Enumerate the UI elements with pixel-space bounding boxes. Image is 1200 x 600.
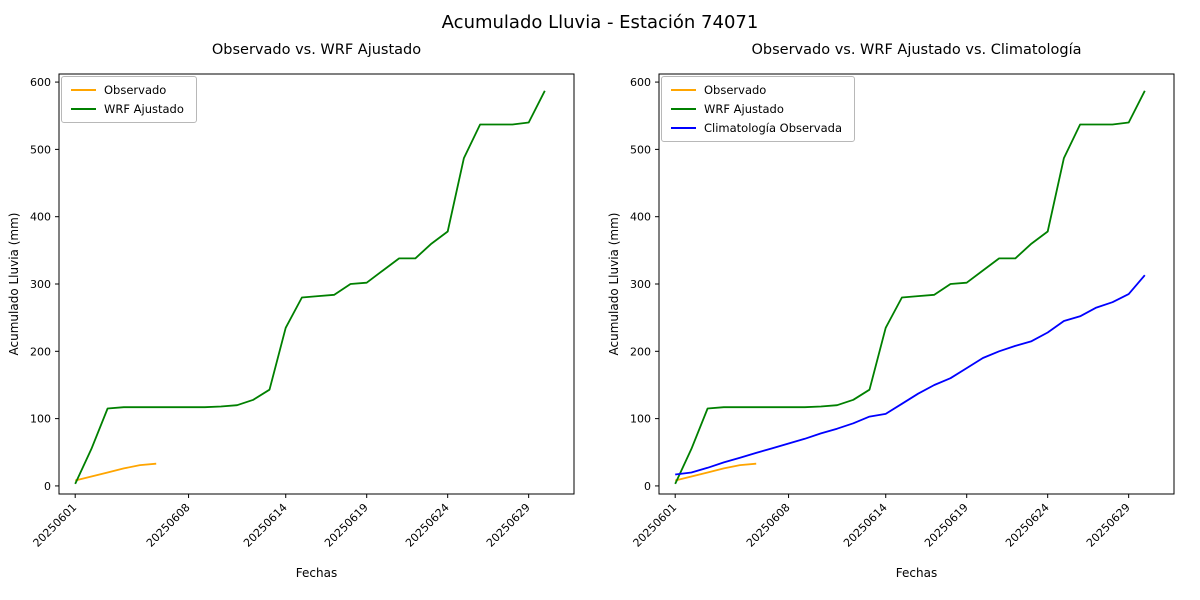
legend-swatch [71, 89, 96, 91]
y-tick-label: 100 [630, 413, 651, 426]
legend-label: Observado [104, 83, 167, 97]
chart-panel-right: Observado vs. WRF Ajustado vs. Climatolo… [604, 42, 1196, 580]
y-axis-label: Acumulado Lluvia (mm) [7, 213, 21, 356]
plot-holder-left: Acumulado Lluvia (mm) 0 100 200 300 400 500 60… [4, 64, 596, 564]
y-tick-label: 300 [630, 278, 651, 291]
plot-area-left: Acumulado Lluvia (mm) 0 100 200 300 400 500 60… [7, 73, 575, 550]
y-tick-label: 600 [630, 76, 651, 89]
legend-left: Observado WRF Ajustado [61, 76, 197, 123]
y-tick-label: 400 [30, 211, 51, 224]
y-tick-label: 200 [30, 345, 51, 358]
y-tick-label: 100 [30, 413, 51, 426]
chart-panel-left: Observado vs. WRF Ajustado Acumulado Llu… [4, 42, 596, 580]
x-tick-label: 20250608 [144, 501, 193, 550]
figure-title: Acumulado Lluvia - Estación 74071 [441, 12, 759, 33]
legend-item: Observado [671, 83, 842, 97]
y-axis-label: Acumulado Lluvia (mm) [607, 213, 621, 356]
x-tick-label: 20250601 [31, 501, 80, 550]
legend-label: WRF Ajustado [104, 102, 184, 116]
chart-title-left: Observado vs. WRF Ajustado [211, 42, 422, 58]
legend-swatch [71, 108, 96, 110]
y-tick-label: 200 [630, 345, 651, 358]
x-tick-label: 20250619 [922, 501, 971, 550]
chart-title-right: Observado vs. WRF Ajustado vs. Climatolo… [751, 42, 1082, 58]
legend-item: WRF Ajustado [671, 102, 842, 116]
x-axis-label: Fechas [895, 566, 938, 580]
plot-border [58, 73, 575, 495]
series-line-climatología-observada [675, 274, 1146, 476]
x-tick-label: 20250629 [1084, 501, 1133, 550]
charts-row: Observado vs. WRF Ajustado Acumulado Llu… [0, 42, 1200, 580]
series-line-observado [74, 462, 157, 482]
x-tick-label: 20250601 [631, 501, 680, 550]
legend-swatch [671, 108, 696, 110]
x-tick-label: 20250619 [322, 501, 371, 550]
figure: Acumulado Lluvia - Estación 74071 Observ… [0, 12, 1200, 580]
legend-item: Observado [71, 83, 184, 97]
x-tick-label: 20250614 [241, 501, 290, 550]
legend-label: Observado [704, 83, 767, 97]
x-tick-label: 20250629 [484, 501, 533, 550]
series-line-wrf-ajustado [674, 90, 1146, 485]
legend-swatch [671, 89, 696, 91]
legend-label: WRF Ajustado [704, 102, 784, 116]
series-line-observado [674, 462, 757, 482]
legend-item: Climatología Observada [671, 121, 842, 135]
y-tick-label: 500 [630, 143, 651, 156]
x-tick-label: 20250624 [1003, 501, 1052, 550]
y-tick-label: 500 [30, 143, 51, 156]
y-tick-label: 400 [630, 211, 651, 224]
legend-label: Climatología Observada [704, 121, 842, 135]
plot-holder-right: Acumulado Lluvia (mm) 0 100 200 300 400 500 60… [604, 64, 1196, 564]
y-tick-label: 300 [30, 278, 51, 291]
x-axis-label: Fechas [295, 566, 338, 580]
y-tick-label: 0 [44, 480, 51, 493]
legend-right: Observado WRF Ajustado Climatología Observ… [661, 76, 855, 142]
series-line-wrf-ajustado [74, 90, 546, 485]
legend-item: WRF Ajustado [71, 102, 184, 116]
plot-area-right: Acumulado Lluvia (mm) 0 100 200 300 400 500 60… [607, 73, 1175, 550]
x-tick-label: 20250624 [403, 501, 452, 550]
y-tick-label: 600 [30, 76, 51, 89]
legend-swatch [671, 127, 696, 129]
x-tick-label: 20250608 [744, 501, 793, 550]
y-tick-label: 0 [644, 480, 651, 493]
x-tick-label: 20250614 [841, 501, 890, 550]
